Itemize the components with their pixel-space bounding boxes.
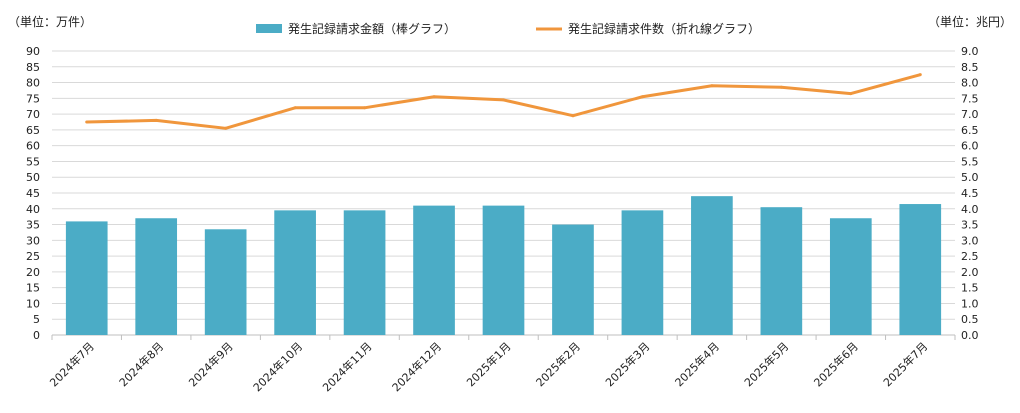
bar xyxy=(204,229,247,335)
x-tick-label: 2025年6月 xyxy=(811,339,861,389)
right-tick-label: 7.0 xyxy=(961,108,979,121)
line-point xyxy=(571,114,575,118)
right-axis-ticks: 0.0 0.5 1.0 1.5 2.0 2.5 3.0 3.5 4.0 4.5 5.0 5.5 6.0 6… xyxy=(961,45,979,342)
x-tick-label: 2025年3月 xyxy=(602,339,652,389)
right-tick-label: 5.5 xyxy=(961,155,979,168)
left-tick-label: 70 xyxy=(26,108,40,121)
left-tick-label: 30 xyxy=(26,234,40,247)
right-tick-label: 0.0 xyxy=(961,329,979,342)
left-tick-label: 20 xyxy=(26,266,40,279)
right-tick-label: 1.5 xyxy=(961,282,979,295)
x-tick-label: 2025年1月 xyxy=(463,339,513,389)
left-tick-label: 65 xyxy=(26,124,40,137)
line-point xyxy=(502,98,505,102)
bar xyxy=(760,207,803,335)
x-tick-label: 2025年5月 xyxy=(741,339,791,389)
line-point xyxy=(918,73,922,77)
right-tick-label: 8.0 xyxy=(961,77,979,90)
left-tick-label: 15 xyxy=(26,282,40,295)
left-tick-label: 10 xyxy=(26,297,40,310)
bar xyxy=(621,210,664,335)
left-tick-label: 5 xyxy=(33,313,40,326)
legend-line-label: 発生記録請求件数（折れ線グラフ） xyxy=(568,21,760,36)
bar xyxy=(899,204,942,335)
left-tick-label: 50 xyxy=(26,171,40,184)
left-tick-label: 45 xyxy=(26,187,40,200)
line-point xyxy=(640,95,644,99)
right-tick-label: 2.5 xyxy=(961,250,979,263)
left-axis-ticks: 0 5 10 15 20 25 30 35 40 45 50 55 60 65 70 75 80 85 90 xyxy=(26,45,40,342)
bar xyxy=(691,196,733,335)
right-tick-label: 2.0 xyxy=(961,266,979,279)
x-tick-label: 2025年7月 xyxy=(880,339,930,389)
bar xyxy=(343,210,386,335)
bar xyxy=(135,218,178,335)
right-axis-unit-label: （単位：兆円） xyxy=(928,14,1012,29)
bar xyxy=(413,205,455,335)
line-point xyxy=(363,106,367,110)
right-tick-label: 0.5 xyxy=(961,313,979,326)
x-tick-label: 2024年9月 xyxy=(186,339,236,389)
left-tick-label: 0 xyxy=(33,329,40,342)
right-tick-label: 1.0 xyxy=(961,297,979,310)
legend: 発生記録請求金額（棒グラフ） 発生記録請求件数（折れ線グラフ） xyxy=(256,21,760,36)
right-tick-label: 6.5 xyxy=(961,124,979,137)
x-tick-label: 2025年2月 xyxy=(533,339,583,389)
x-tick-label: 2024年10月 xyxy=(250,339,305,394)
line-point xyxy=(849,92,853,96)
x-tick-label: 2024年11月 xyxy=(320,339,375,394)
right-tick-label: 3.0 xyxy=(961,234,979,247)
left-tick-label: 25 xyxy=(26,250,40,263)
right-tick-label: 8.5 xyxy=(961,61,979,74)
right-tick-label: 5.0 xyxy=(961,171,979,184)
left-tick-label: 55 xyxy=(26,155,40,168)
right-tick-label: 7.5 xyxy=(961,92,979,105)
right-tick-label: 4.5 xyxy=(961,187,979,200)
bar xyxy=(65,221,108,335)
right-tick-label: 3.5 xyxy=(961,219,979,232)
bar xyxy=(552,224,594,335)
left-tick-label: 90 xyxy=(26,45,40,58)
left-tick-label: 60 xyxy=(26,140,40,153)
line-point xyxy=(85,120,89,124)
x-tick-label: 2025年4月 xyxy=(672,339,722,389)
right-tick-label: 9.0 xyxy=(961,45,979,58)
line-point xyxy=(154,118,158,122)
legend-bar-label: 発生記録請求金額（棒グラフ） xyxy=(288,21,456,36)
left-tick-label: 85 xyxy=(26,61,40,74)
left-tick-label: 75 xyxy=(26,92,40,105)
right-tick-label: 6.0 xyxy=(961,140,979,153)
bar-series xyxy=(65,196,942,335)
bar xyxy=(274,210,316,335)
legend-bar-swatch xyxy=(256,24,282,33)
x-tick-label: 2024年8月 xyxy=(116,339,166,389)
bar xyxy=(829,218,872,335)
gridlines xyxy=(51,50,956,340)
line-point xyxy=(432,95,436,99)
line-point xyxy=(710,84,714,88)
left-tick-label: 35 xyxy=(26,219,40,232)
line-series xyxy=(85,73,922,130)
line-point xyxy=(779,85,783,89)
left-tick-label: 40 xyxy=(26,203,40,216)
x-tick-label: 2024年7月 xyxy=(47,339,97,389)
left-tick-label: 80 xyxy=(26,77,40,90)
line-point xyxy=(224,126,228,130)
x-tick-label: 2024年12月 xyxy=(389,339,444,394)
right-tick-label: 4.0 xyxy=(961,203,979,216)
x-axis-labels: 2024年7月 2024年8月 2024年9月 2024年10月 2024年11月 202… xyxy=(47,339,931,394)
line-point xyxy=(293,106,297,110)
left-axis-unit-label: （単位：万件） xyxy=(8,14,92,29)
bar xyxy=(482,205,525,335)
